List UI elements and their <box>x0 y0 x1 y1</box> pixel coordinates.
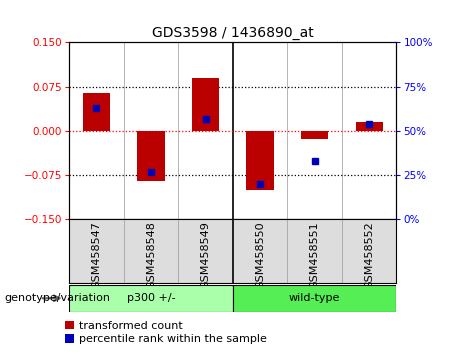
Text: GSM458547: GSM458547 <box>91 221 101 289</box>
Bar <box>355 122 383 131</box>
Title: GDS3598 / 1436890_at: GDS3598 / 1436890_at <box>152 26 313 40</box>
Text: genotype/variation: genotype/variation <box>5 293 111 303</box>
Text: GSM458548: GSM458548 <box>146 221 156 289</box>
Text: GSM458549: GSM458549 <box>201 221 211 289</box>
Bar <box>192 78 219 131</box>
Bar <box>83 93 110 131</box>
Text: p300 +/-: p300 +/- <box>127 293 175 303</box>
Bar <box>137 131 165 181</box>
Text: GSM458551: GSM458551 <box>310 221 319 289</box>
Legend: transformed count, percentile rank within the sample: transformed count, percentile rank withi… <box>65 321 267 344</box>
Bar <box>247 131 274 190</box>
Text: GSM458550: GSM458550 <box>255 221 265 289</box>
Text: GSM458552: GSM458552 <box>364 221 374 289</box>
Text: wild-type: wild-type <box>289 293 340 303</box>
Bar <box>69 285 233 312</box>
Bar <box>233 285 396 312</box>
Bar <box>301 131 328 139</box>
